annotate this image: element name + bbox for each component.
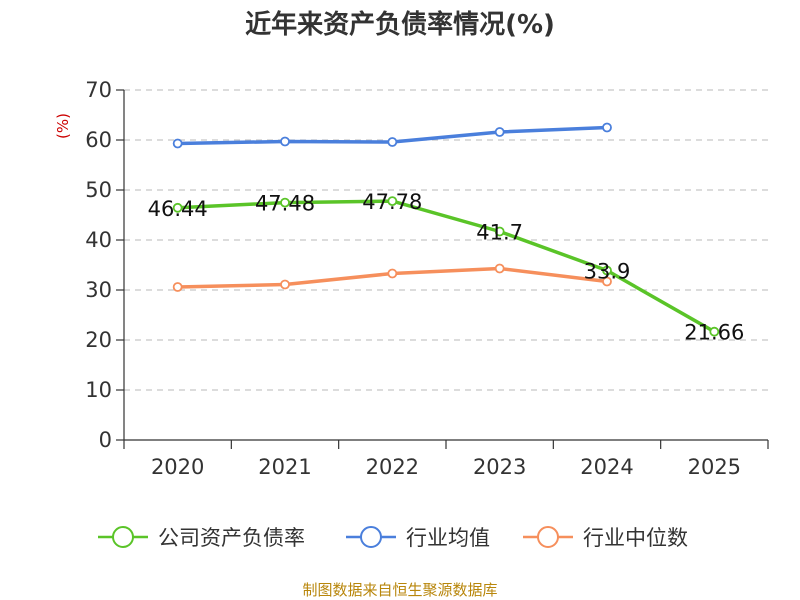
- data-label: 47.78: [362, 190, 422, 214]
- series-line-0: [177, 199, 716, 334]
- x-tick-label: 2025: [688, 455, 741, 479]
- data-point: [494, 226, 505, 237]
- data-point: [280, 136, 290, 147]
- legend-label: 行业均值: [406, 526, 490, 550]
- chart-title: 近年来资产负债率情况(%): [245, 9, 555, 40]
- data-point: [494, 263, 505, 274]
- y-tick-label: 10: [85, 378, 112, 402]
- data-point: [494, 127, 505, 137]
- y-tick-label: 0: [99, 428, 112, 452]
- series-lines: [172, 122, 720, 337]
- y-axis-label: (%): [54, 113, 72, 139]
- legend-label: 公司资产负债率: [158, 526, 305, 550]
- data-point: [387, 196, 398, 207]
- axes: 0 10 20 30 40 50 60 70 2020 2021 2022 2023 2024 2025: [85, 78, 769, 479]
- y-tick-label: 50: [85, 178, 112, 202]
- data-labels: 46.44 47.48 47.78 41.7 33.9 21.66: [148, 190, 745, 345]
- y-tick-label: 20: [85, 328, 112, 352]
- legend-label: 行业中位数: [583, 526, 688, 550]
- y-tick-label: 40: [85, 228, 112, 252]
- legend: 公司资产负债率 行业均值 行业中位数: [98, 526, 688, 550]
- x-tick-label: 2023: [473, 455, 526, 479]
- data-point: [387, 137, 398, 147]
- data-point: [172, 202, 183, 213]
- data-point: [387, 268, 398, 279]
- source-note: 制图数据来自恒生聚源数据库: [302, 581, 497, 599]
- y-tick-label: 60: [85, 128, 112, 152]
- data-point: [602, 122, 612, 133]
- data-point: [172, 138, 183, 149]
- data-label: 41.7: [476, 221, 523, 245]
- data-label: 33.9: [584, 260, 631, 284]
- x-tick-label: 2020: [151, 455, 204, 479]
- data-point: [172, 282, 183, 292]
- data-point: [709, 326, 720, 337]
- data-point: [280, 279, 290, 290]
- legend-marker: [537, 526, 559, 548]
- data-point: [602, 276, 612, 287]
- y-tick-label: 30: [85, 278, 112, 302]
- data-label: 47.48: [255, 192, 315, 216]
- x-tick-label: 2021: [258, 455, 311, 479]
- x-tick-label: 2022: [366, 455, 419, 479]
- grid-lines: [124, 89, 768, 391]
- data-label: 21.66: [684, 321, 744, 345]
- data-point: [602, 265, 612, 276]
- legend-marker: [112, 526, 134, 548]
- y-tick-label: 70: [85, 78, 112, 102]
- legend-marker: [360, 526, 382, 548]
- data-label: 46.44: [148, 197, 208, 221]
- x-tick-label: 2024: [580, 455, 633, 479]
- data-point: [280, 197, 290, 208]
